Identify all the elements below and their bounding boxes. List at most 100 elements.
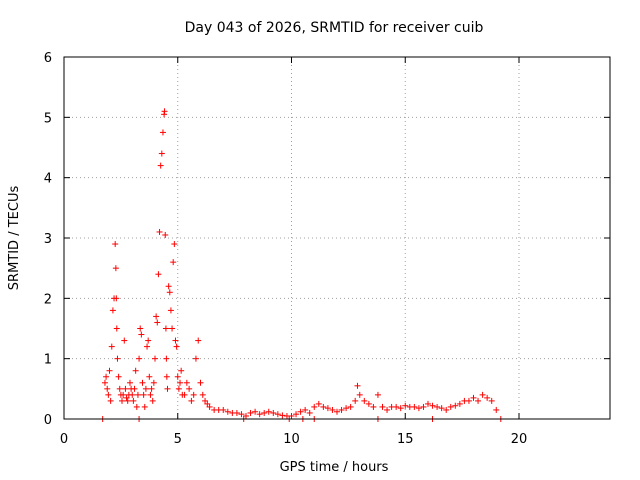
data-point xyxy=(169,325,176,332)
data-point xyxy=(138,331,145,338)
data-points xyxy=(99,108,504,422)
data-point xyxy=(293,411,300,418)
data-point xyxy=(188,397,195,404)
data-point xyxy=(199,391,206,398)
data-point xyxy=(484,394,491,401)
data-point xyxy=(265,408,272,415)
data-point xyxy=(119,397,126,404)
data-point xyxy=(402,402,409,409)
data-point xyxy=(159,129,166,136)
data-point xyxy=(361,397,368,404)
data-point xyxy=(149,397,156,404)
data-point xyxy=(233,409,240,416)
data-point xyxy=(324,405,331,412)
y-axis-label: SRMTID / TECUs xyxy=(7,186,22,291)
data-point xyxy=(352,397,359,404)
data-point xyxy=(145,337,152,344)
data-point xyxy=(167,307,174,314)
y-tick-label: 2 xyxy=(44,292,52,307)
data-point xyxy=(157,162,164,169)
data-point xyxy=(170,259,177,266)
data-point xyxy=(171,241,178,248)
data-point xyxy=(334,408,340,415)
data-point xyxy=(141,403,148,410)
data-point xyxy=(475,397,482,404)
x-axis-label: GPS time / hours xyxy=(280,460,389,475)
data-point xyxy=(320,403,327,410)
x-tick-label: 20 xyxy=(511,432,528,447)
data-point xyxy=(279,412,286,419)
data-point xyxy=(173,343,180,350)
x-tick-label: 15 xyxy=(397,432,414,447)
data-point xyxy=(106,367,113,374)
data-point xyxy=(420,403,427,410)
data-point xyxy=(315,400,322,407)
data-point xyxy=(243,412,249,419)
data-point xyxy=(302,406,309,413)
data-point xyxy=(493,406,500,413)
data-point xyxy=(470,394,477,401)
data-point xyxy=(121,337,128,344)
data-point xyxy=(447,403,454,410)
data-point xyxy=(443,406,450,413)
y-tick-label: 0 xyxy=(44,413,52,428)
data-point xyxy=(114,355,121,362)
data-point xyxy=(192,355,199,362)
data-point xyxy=(162,231,169,238)
data-point xyxy=(288,412,295,419)
data-point xyxy=(452,402,459,409)
data-point xyxy=(175,385,182,392)
data-point xyxy=(116,385,123,392)
data-point xyxy=(147,391,154,398)
data-point xyxy=(438,405,445,412)
data-point xyxy=(311,403,318,410)
data-point xyxy=(238,411,245,418)
data-point xyxy=(163,373,170,380)
data-point xyxy=(172,337,179,344)
data-point xyxy=(133,403,140,410)
data-point xyxy=(132,367,139,374)
data-point xyxy=(101,379,108,386)
data-point xyxy=(144,343,151,350)
data-point xyxy=(256,411,263,418)
data-point xyxy=(178,367,185,374)
data-point xyxy=(162,325,169,332)
y-tick-label: 5 xyxy=(44,111,52,126)
data-point xyxy=(142,385,149,392)
data-point xyxy=(343,405,350,412)
plot-frame xyxy=(63,56,611,420)
data-point xyxy=(139,379,146,386)
data-point xyxy=(425,400,431,407)
data-point xyxy=(274,411,281,418)
data-point xyxy=(140,391,147,398)
data-point xyxy=(183,379,190,386)
data-point xyxy=(374,391,381,398)
data-point xyxy=(429,402,436,409)
data-point xyxy=(109,307,116,314)
data-point xyxy=(123,394,130,401)
data-point xyxy=(415,405,422,412)
data-point xyxy=(156,228,163,235)
data-point xyxy=(206,403,213,410)
data-point xyxy=(261,409,268,416)
data-point xyxy=(163,355,170,362)
data-point xyxy=(124,397,131,404)
data-point xyxy=(338,406,345,413)
data-point xyxy=(220,406,227,413)
x-tick-label: 5 xyxy=(174,432,182,447)
data-point xyxy=(384,406,391,413)
data-point xyxy=(165,283,172,290)
data-point xyxy=(150,379,157,386)
data-point xyxy=(134,391,141,398)
data-point xyxy=(465,397,472,404)
data-point xyxy=(356,391,363,398)
data-point xyxy=(354,382,361,389)
chart-title: Day 043 of 2026, SRMTID for receiver cui… xyxy=(185,20,484,36)
data-point xyxy=(174,373,181,380)
data-point xyxy=(270,409,277,416)
data-point xyxy=(297,408,304,415)
data-point xyxy=(108,343,115,350)
data-point xyxy=(370,403,377,410)
